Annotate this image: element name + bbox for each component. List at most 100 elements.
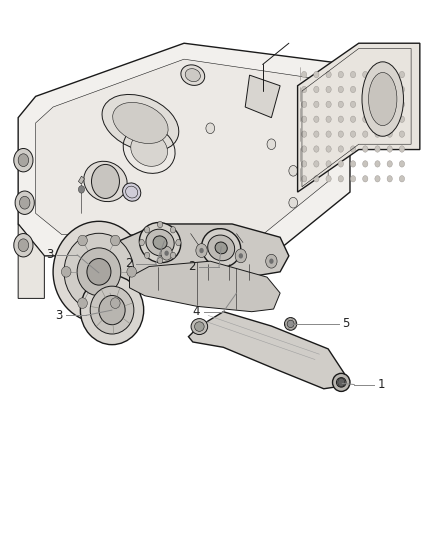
Circle shape — [350, 161, 356, 167]
Circle shape — [399, 101, 405, 108]
Ellipse shape — [53, 221, 145, 322]
Circle shape — [289, 165, 297, 176]
Circle shape — [387, 146, 392, 152]
Circle shape — [399, 131, 405, 138]
Circle shape — [289, 197, 297, 208]
Circle shape — [301, 175, 307, 182]
Circle shape — [338, 116, 343, 123]
Circle shape — [363, 131, 368, 138]
Circle shape — [92, 165, 120, 198]
Circle shape — [338, 131, 343, 138]
Circle shape — [363, 161, 368, 167]
Circle shape — [157, 221, 162, 228]
Circle shape — [314, 146, 319, 152]
Circle shape — [387, 131, 392, 138]
Circle shape — [338, 161, 343, 167]
Polygon shape — [297, 43, 420, 192]
Ellipse shape — [113, 102, 168, 143]
Circle shape — [196, 244, 207, 257]
Circle shape — [375, 116, 380, 123]
Ellipse shape — [139, 222, 181, 263]
Circle shape — [301, 101, 307, 108]
Circle shape — [314, 101, 319, 108]
Circle shape — [350, 146, 356, 152]
Circle shape — [170, 227, 176, 233]
Text: 2: 2 — [188, 260, 196, 273]
Circle shape — [301, 161, 307, 167]
Circle shape — [363, 71, 368, 78]
Circle shape — [387, 101, 392, 108]
Ellipse shape — [146, 229, 174, 256]
Circle shape — [267, 139, 276, 150]
Ellipse shape — [131, 133, 167, 166]
Circle shape — [326, 131, 331, 138]
Circle shape — [266, 254, 277, 268]
Circle shape — [350, 86, 356, 93]
Circle shape — [314, 86, 319, 93]
Circle shape — [314, 161, 319, 167]
Circle shape — [301, 86, 307, 93]
Text: 1: 1 — [378, 378, 385, 391]
Circle shape — [164, 251, 169, 256]
Text: 2: 2 — [125, 257, 133, 270]
Circle shape — [314, 175, 319, 182]
Ellipse shape — [81, 276, 144, 345]
Circle shape — [399, 146, 405, 152]
Circle shape — [157, 257, 162, 264]
Circle shape — [14, 149, 33, 172]
Circle shape — [19, 196, 30, 209]
Ellipse shape — [110, 235, 120, 246]
Circle shape — [363, 116, 368, 123]
Circle shape — [375, 175, 380, 182]
Ellipse shape — [84, 161, 127, 201]
Ellipse shape — [102, 94, 179, 151]
Ellipse shape — [362, 62, 403, 136]
Ellipse shape — [110, 298, 120, 309]
Circle shape — [314, 71, 319, 78]
Circle shape — [363, 86, 368, 93]
Circle shape — [326, 146, 331, 152]
Circle shape — [206, 123, 215, 134]
Circle shape — [399, 86, 405, 93]
Polygon shape — [18, 43, 350, 256]
Circle shape — [399, 71, 405, 78]
Circle shape — [326, 71, 331, 78]
Circle shape — [199, 248, 204, 253]
Ellipse shape — [87, 259, 111, 285]
Circle shape — [18, 239, 28, 252]
Circle shape — [387, 161, 392, 167]
Ellipse shape — [123, 183, 141, 201]
Ellipse shape — [127, 266, 137, 277]
Polygon shape — [188, 312, 346, 389]
Circle shape — [375, 146, 380, 152]
Polygon shape — [130, 261, 280, 312]
Circle shape — [350, 71, 356, 78]
Circle shape — [78, 185, 85, 193]
Circle shape — [338, 378, 345, 386]
Circle shape — [14, 233, 33, 257]
Circle shape — [375, 86, 380, 93]
Circle shape — [239, 253, 243, 259]
Ellipse shape — [332, 373, 350, 391]
Circle shape — [350, 131, 356, 138]
Ellipse shape — [287, 320, 294, 328]
Ellipse shape — [78, 298, 87, 309]
Circle shape — [399, 116, 405, 123]
Text: 3: 3 — [55, 309, 63, 322]
Circle shape — [170, 252, 176, 259]
Ellipse shape — [185, 69, 200, 82]
Circle shape — [338, 175, 343, 182]
Ellipse shape — [336, 377, 346, 387]
Circle shape — [338, 101, 343, 108]
Circle shape — [326, 86, 331, 93]
Ellipse shape — [64, 233, 134, 310]
Circle shape — [235, 249, 247, 263]
Ellipse shape — [194, 322, 204, 332]
Circle shape — [338, 86, 343, 93]
Polygon shape — [78, 176, 85, 184]
Circle shape — [387, 86, 392, 93]
Circle shape — [375, 161, 380, 167]
Ellipse shape — [201, 229, 241, 267]
Circle shape — [161, 246, 172, 260]
Ellipse shape — [99, 295, 125, 325]
